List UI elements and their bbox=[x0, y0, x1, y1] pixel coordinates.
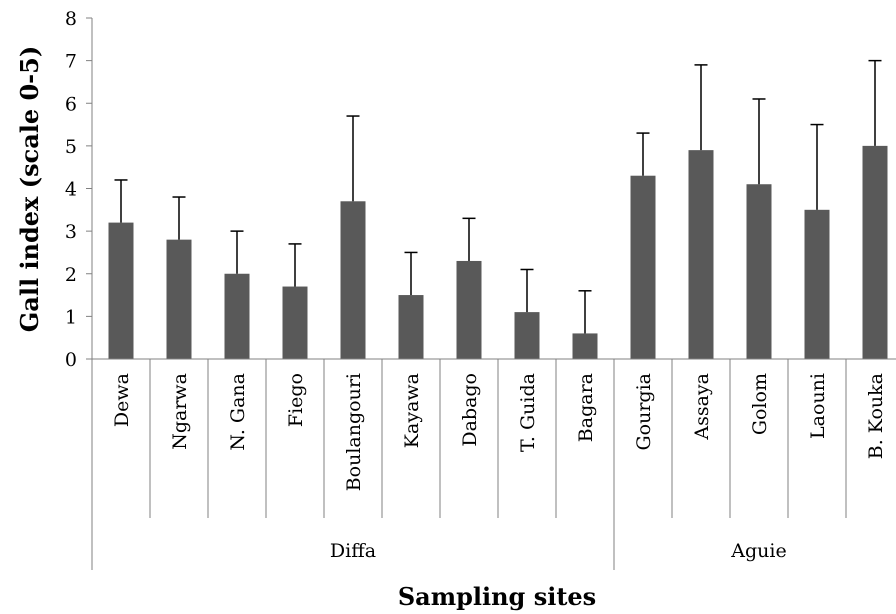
x-category-label: Dabago bbox=[459, 373, 481, 447]
bar bbox=[572, 333, 598, 359]
y-tick-label: 7 bbox=[65, 51, 77, 73]
bar bbox=[108, 222, 134, 359]
x-category-label: Laouni bbox=[807, 373, 829, 439]
bar bbox=[282, 286, 308, 359]
bar bbox=[746, 184, 772, 359]
x-category-label: B. Kouka bbox=[865, 373, 887, 459]
bar bbox=[804, 209, 830, 359]
x-category-label: Ngarwa bbox=[169, 373, 191, 450]
bar bbox=[862, 145, 888, 359]
bar bbox=[340, 201, 366, 359]
x-axis-title: Sampling sites bbox=[398, 582, 596, 611]
y-axis-title: Gall index (scale 0-5) bbox=[15, 46, 44, 332]
x-category-label: Fiego bbox=[285, 373, 307, 427]
y-axis: 0 1 2 3 4 5 6 7 8 bbox=[65, 8, 93, 371]
x-category-label: Dewa bbox=[111, 373, 133, 427]
bar bbox=[630, 175, 656, 359]
x-category-label: Assaya bbox=[691, 373, 713, 441]
bar bbox=[688, 150, 714, 359]
y-tick-label: 0 bbox=[65, 349, 77, 371]
bar bbox=[398, 295, 424, 359]
y-tick-label: 1 bbox=[65, 306, 77, 328]
y-tick-label: 2 bbox=[65, 264, 77, 286]
x-axis: Dewa Ngarwa N. Gana Fiego Boulangouri Kayawa D… bbox=[91, 358, 896, 570]
x-group-label: Aguie bbox=[730, 540, 786, 562]
y-tick-label: 8 bbox=[65, 8, 77, 30]
x-category-label: Boulangouri bbox=[343, 373, 365, 491]
bar bbox=[456, 260, 482, 359]
bar bbox=[224, 273, 250, 359]
x-category-label: Kayawa bbox=[401, 373, 423, 448]
y-tick-label: 4 bbox=[65, 179, 77, 201]
x-category-label: Golom bbox=[749, 373, 771, 435]
x-category-label: N. Gana bbox=[227, 373, 249, 451]
x-category-label: T. Guida bbox=[517, 373, 539, 452]
bar bbox=[166, 239, 192, 359]
x-category-label: Gourgia bbox=[633, 373, 655, 451]
x-category-label: Bagara bbox=[575, 373, 597, 442]
bar bbox=[514, 312, 540, 359]
x-group-label: Diffa bbox=[330, 540, 376, 562]
y-tick-label: 6 bbox=[65, 93, 77, 115]
y-tick-label: 3 bbox=[65, 221, 77, 243]
bars bbox=[108, 59, 888, 359]
y-tick-label: 5 bbox=[65, 136, 77, 158]
